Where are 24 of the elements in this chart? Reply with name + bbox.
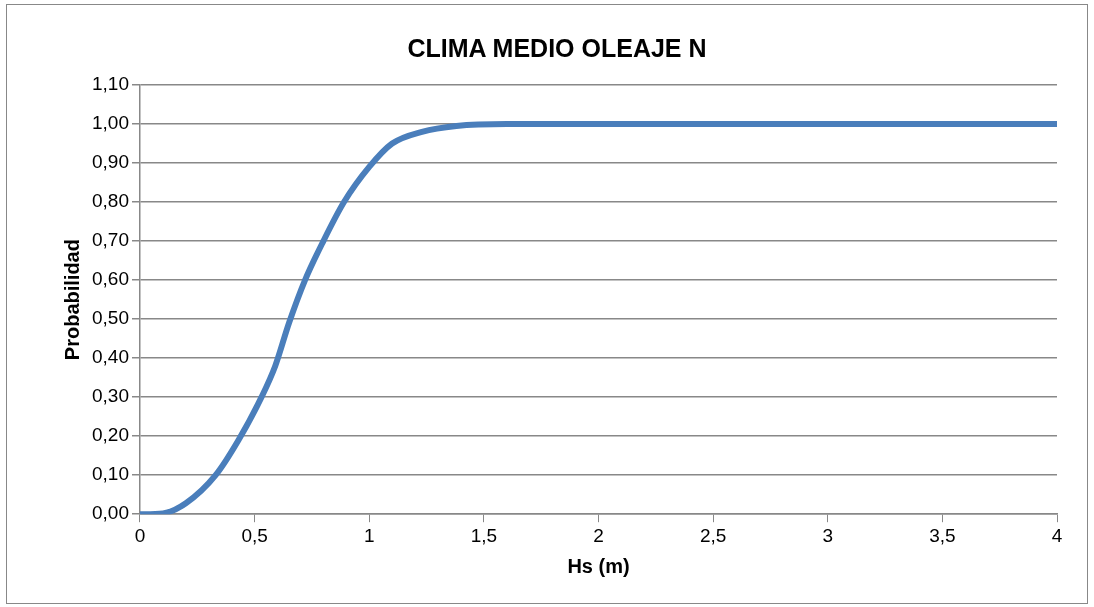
y-tick-label: 1,10 (92, 73, 129, 95)
x-tick-label: 0 (134, 524, 146, 546)
y-tick-label: 0,70 (92, 229, 129, 251)
x-tick-label: 3,5 (929, 524, 956, 546)
y-tick-label: 1,00 (92, 112, 129, 134)
y-tick-label: 0,50 (92, 307, 129, 329)
x-tick-label: 1,5 (470, 524, 498, 546)
y-tick-label: 0,30 (92, 385, 129, 407)
x-tick-label: 3 (822, 524, 834, 546)
x-tick-label: 2 (593, 524, 604, 546)
chart-title: CLIMA MEDIO OLEAJE N (407, 33, 707, 62)
y-tick-label: 0,00 (92, 502, 129, 524)
y-tick-label: 0,60 (92, 268, 129, 290)
y-tick-label: 0,40 (92, 346, 129, 368)
x-tick-label: 4 (1051, 524, 1063, 546)
y-tick-label: 0,20 (92, 424, 129, 446)
x-tick-label: 1 (363, 524, 375, 546)
y-tick-label: 0,10 (92, 463, 129, 485)
x-tick-label: 0,5 (241, 524, 268, 546)
x-axis-title: Hs (m) (567, 554, 630, 577)
x-tick-label: 2,5 (699, 524, 727, 546)
y-axis-title: Probabilidad (60, 239, 83, 361)
y-tick-label: 0,80 (92, 190, 129, 212)
y-tick-label: 0,90 (92, 151, 129, 173)
